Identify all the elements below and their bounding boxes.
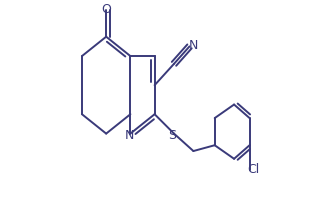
Text: O: O	[101, 3, 111, 16]
Text: S: S	[168, 129, 176, 142]
Text: N: N	[125, 129, 134, 142]
Text: N: N	[189, 39, 198, 52]
Text: Cl: Cl	[247, 163, 259, 176]
